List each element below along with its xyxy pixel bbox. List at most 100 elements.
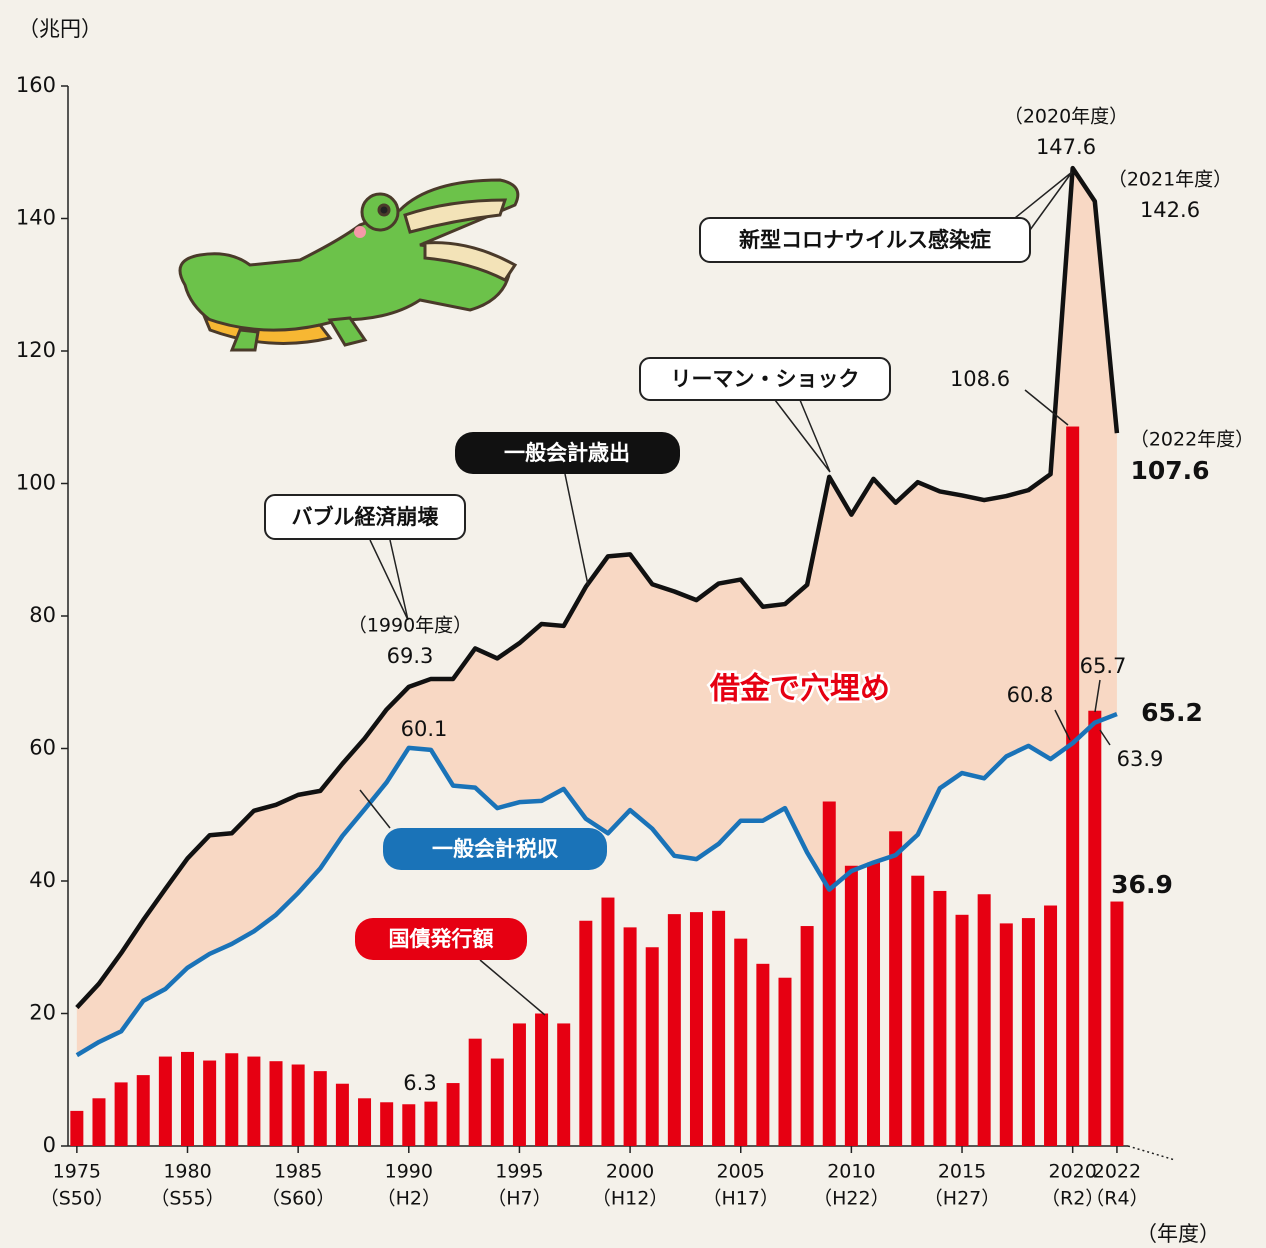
bar <box>137 1075 150 1146</box>
bar <box>469 1039 482 1146</box>
y-tick-label: 20 <box>29 1001 56 1025</box>
data-label: 60.1 <box>401 717 448 741</box>
data-label: 36.9 <box>1111 870 1173 899</box>
legend-label: 国債発行額 <box>389 927 494 951</box>
bar <box>92 1098 105 1146</box>
annotation: （1990年度） <box>348 615 472 637</box>
bar <box>889 831 902 1146</box>
bar <box>513 1023 526 1146</box>
callout-pointer <box>775 400 830 472</box>
bar <box>933 891 946 1146</box>
y-tick-label: 80 <box>29 603 56 627</box>
x-unit-label: （年度） <box>1136 1222 1220 1246</box>
y-tick-label: 60 <box>29 736 56 760</box>
bar <box>225 1053 238 1146</box>
bar <box>247 1057 260 1146</box>
callout-text: リーマン・ショック <box>671 367 860 391</box>
bar <box>1066 427 1079 1146</box>
data-label: 65.7 <box>1080 654 1127 678</box>
bar <box>181 1052 194 1146</box>
bar <box>845 866 858 1146</box>
bar <box>778 978 791 1146</box>
data-label: 65.2 <box>1141 698 1203 727</box>
x-tick-era-label: （H17） <box>703 1188 779 1210</box>
y-unit-label: （兆円） <box>18 17 102 41</box>
x-tick-label: 2010 <box>827 1161 875 1183</box>
annotation: （2022年度） <box>1130 429 1254 451</box>
bar <box>668 914 681 1146</box>
y-tick-label: 100 <box>16 471 56 495</box>
bar <box>601 898 614 1146</box>
bar <box>159 1057 172 1146</box>
x-tick-era-label: （S50） <box>40 1188 114 1210</box>
y-tick-label: 160 <box>16 73 56 97</box>
x-tick-label: 2022 <box>1093 1161 1141 1183</box>
x-tick-era-label: （S60） <box>261 1188 335 1210</box>
callout-text: バブル経済崩壊 <box>292 505 439 529</box>
bar <box>270 1061 283 1146</box>
x-tick-era-label: （H7） <box>487 1188 551 1210</box>
bar <box>447 1083 460 1146</box>
bar <box>1088 711 1101 1146</box>
bar <box>336 1084 349 1146</box>
bar <box>380 1102 393 1146</box>
x-tick-label: 1975 <box>53 1161 101 1183</box>
crocodile-illustration <box>180 180 518 350</box>
bar <box>911 876 924 1146</box>
bar <box>1000 923 1013 1146</box>
data-label: 142.6 <box>1140 198 1200 222</box>
callout-pointer <box>480 960 545 1015</box>
y-tick-label: 0 <box>43 1133 56 1157</box>
x-tick-era-label: （H27） <box>924 1188 1000 1210</box>
x-tick-label: 1990 <box>385 1161 433 1183</box>
bar <box>292 1065 305 1146</box>
x-tick-era-label: （H12） <box>592 1188 668 1210</box>
x-tick-era-label: （H2） <box>377 1188 441 1210</box>
x-tick-label: 2000 <box>606 1161 654 1183</box>
bar <box>712 911 725 1146</box>
area-annotation: 借金で穴埋め <box>709 672 890 707</box>
x-tick-era-label: （R4） <box>1085 1188 1148 1210</box>
bar <box>978 894 991 1146</box>
x-tick-label: 1980 <box>163 1161 211 1183</box>
bar <box>115 1082 128 1146</box>
bar <box>402 1104 415 1146</box>
annotation: （2021年度） <box>1108 169 1232 191</box>
bar <box>756 964 769 1146</box>
data-label: 60.8 <box>1007 683 1054 707</box>
data-label: 147.6 <box>1036 135 1096 159</box>
legend-label: 一般会計税収 <box>432 837 559 861</box>
x-tick-label: 1985 <box>274 1161 322 1183</box>
bar <box>801 926 814 1146</box>
data-label: 107.6 <box>1130 456 1209 485</box>
bar <box>690 912 703 1146</box>
bar <box>867 862 880 1146</box>
bar <box>70 1111 83 1146</box>
bar <box>535 1014 548 1147</box>
data-label: 69.3 <box>387 644 434 668</box>
legend-label: 一般会計歳出 <box>504 441 630 465</box>
bar <box>203 1061 216 1146</box>
callout-pointer <box>565 474 588 585</box>
data-label: 6.3 <box>403 1071 436 1095</box>
bar <box>823 802 836 1147</box>
bar <box>646 947 659 1146</box>
bar <box>1044 906 1057 1146</box>
x-tick-label: 2015 <box>938 1161 986 1183</box>
bar <box>424 1102 437 1146</box>
x-tick-label: 2020 <box>1048 1161 1096 1183</box>
bar <box>956 915 969 1146</box>
bar <box>557 1023 570 1146</box>
data-label: 63.9 <box>1117 747 1164 771</box>
chart: （兆円） （年度） バブル経済崩壊 一般会計歳出 リーマン・ショック 新型コロナ… <box>0 0 1266 1248</box>
x-tick-era-label: （S55） <box>150 1188 224 1210</box>
bar <box>358 1098 371 1146</box>
y-tick-label: 40 <box>29 868 56 892</box>
bar <box>1110 902 1123 1146</box>
bar <box>1022 918 1035 1146</box>
bar <box>734 939 747 1146</box>
bar <box>579 921 592 1146</box>
axis-extension <box>1128 1146 1175 1160</box>
bar <box>491 1059 504 1146</box>
x-tick-label: 1995 <box>495 1161 543 1183</box>
